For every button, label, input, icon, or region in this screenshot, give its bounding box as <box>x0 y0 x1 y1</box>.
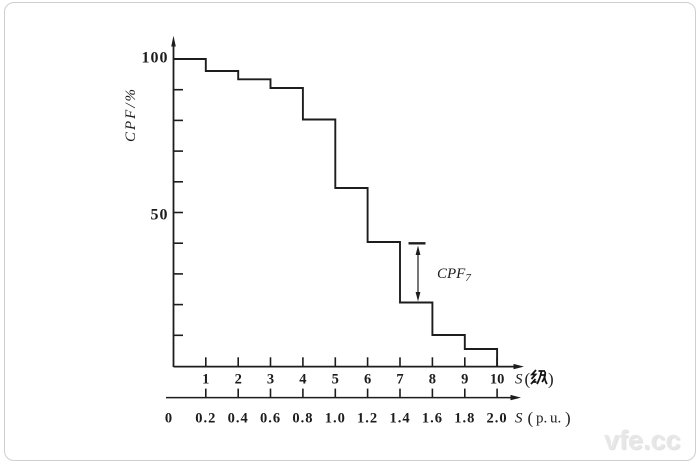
svg-text:1.0: 1.0 <box>325 411 346 427</box>
svg-text:1.6: 1.6 <box>422 411 443 427</box>
svg-text:CPF/%: CPF/% <box>123 87 139 142</box>
svg-text:0.6: 0.6 <box>260 411 281 427</box>
svg-text:0: 0 <box>165 411 173 427</box>
svg-text:3: 3 <box>267 372 274 388</box>
svg-text:1: 1 <box>202 372 209 388</box>
svg-text:): ) <box>565 409 571 428</box>
svg-text:): ) <box>548 370 554 389</box>
svg-text:5: 5 <box>332 372 339 388</box>
svg-text:p.: p. <box>536 411 547 427</box>
svg-text:2: 2 <box>235 372 242 388</box>
svg-text:0.8: 0.8 <box>292 411 313 427</box>
svg-text:1.2: 1.2 <box>357 411 378 427</box>
svg-text:1.8: 1.8 <box>454 411 475 427</box>
svg-text:u.: u. <box>550 411 561 427</box>
svg-text:1.4: 1.4 <box>389 411 410 427</box>
svg-text:S: S <box>515 372 523 388</box>
svg-text:50: 50 <box>151 207 169 224</box>
svg-text:8: 8 <box>429 372 436 388</box>
svg-text:100: 100 <box>142 50 169 67</box>
svg-text:6: 6 <box>364 372 371 388</box>
svg-text:10: 10 <box>490 372 505 388</box>
svg-text:S: S <box>515 411 523 427</box>
svg-text:2.0: 2.0 <box>487 411 508 427</box>
svg-text:0.4: 0.4 <box>228 411 249 427</box>
svg-text:CPF7: CPF7 <box>437 266 471 284</box>
svg-text:(: ( <box>525 370 531 389</box>
svg-text:9: 9 <box>461 372 468 388</box>
svg-text:(: ( <box>528 409 534 428</box>
svg-text:7: 7 <box>396 372 403 388</box>
svg-text:0.2: 0.2 <box>195 411 216 427</box>
svg-text:4: 4 <box>299 372 306 388</box>
